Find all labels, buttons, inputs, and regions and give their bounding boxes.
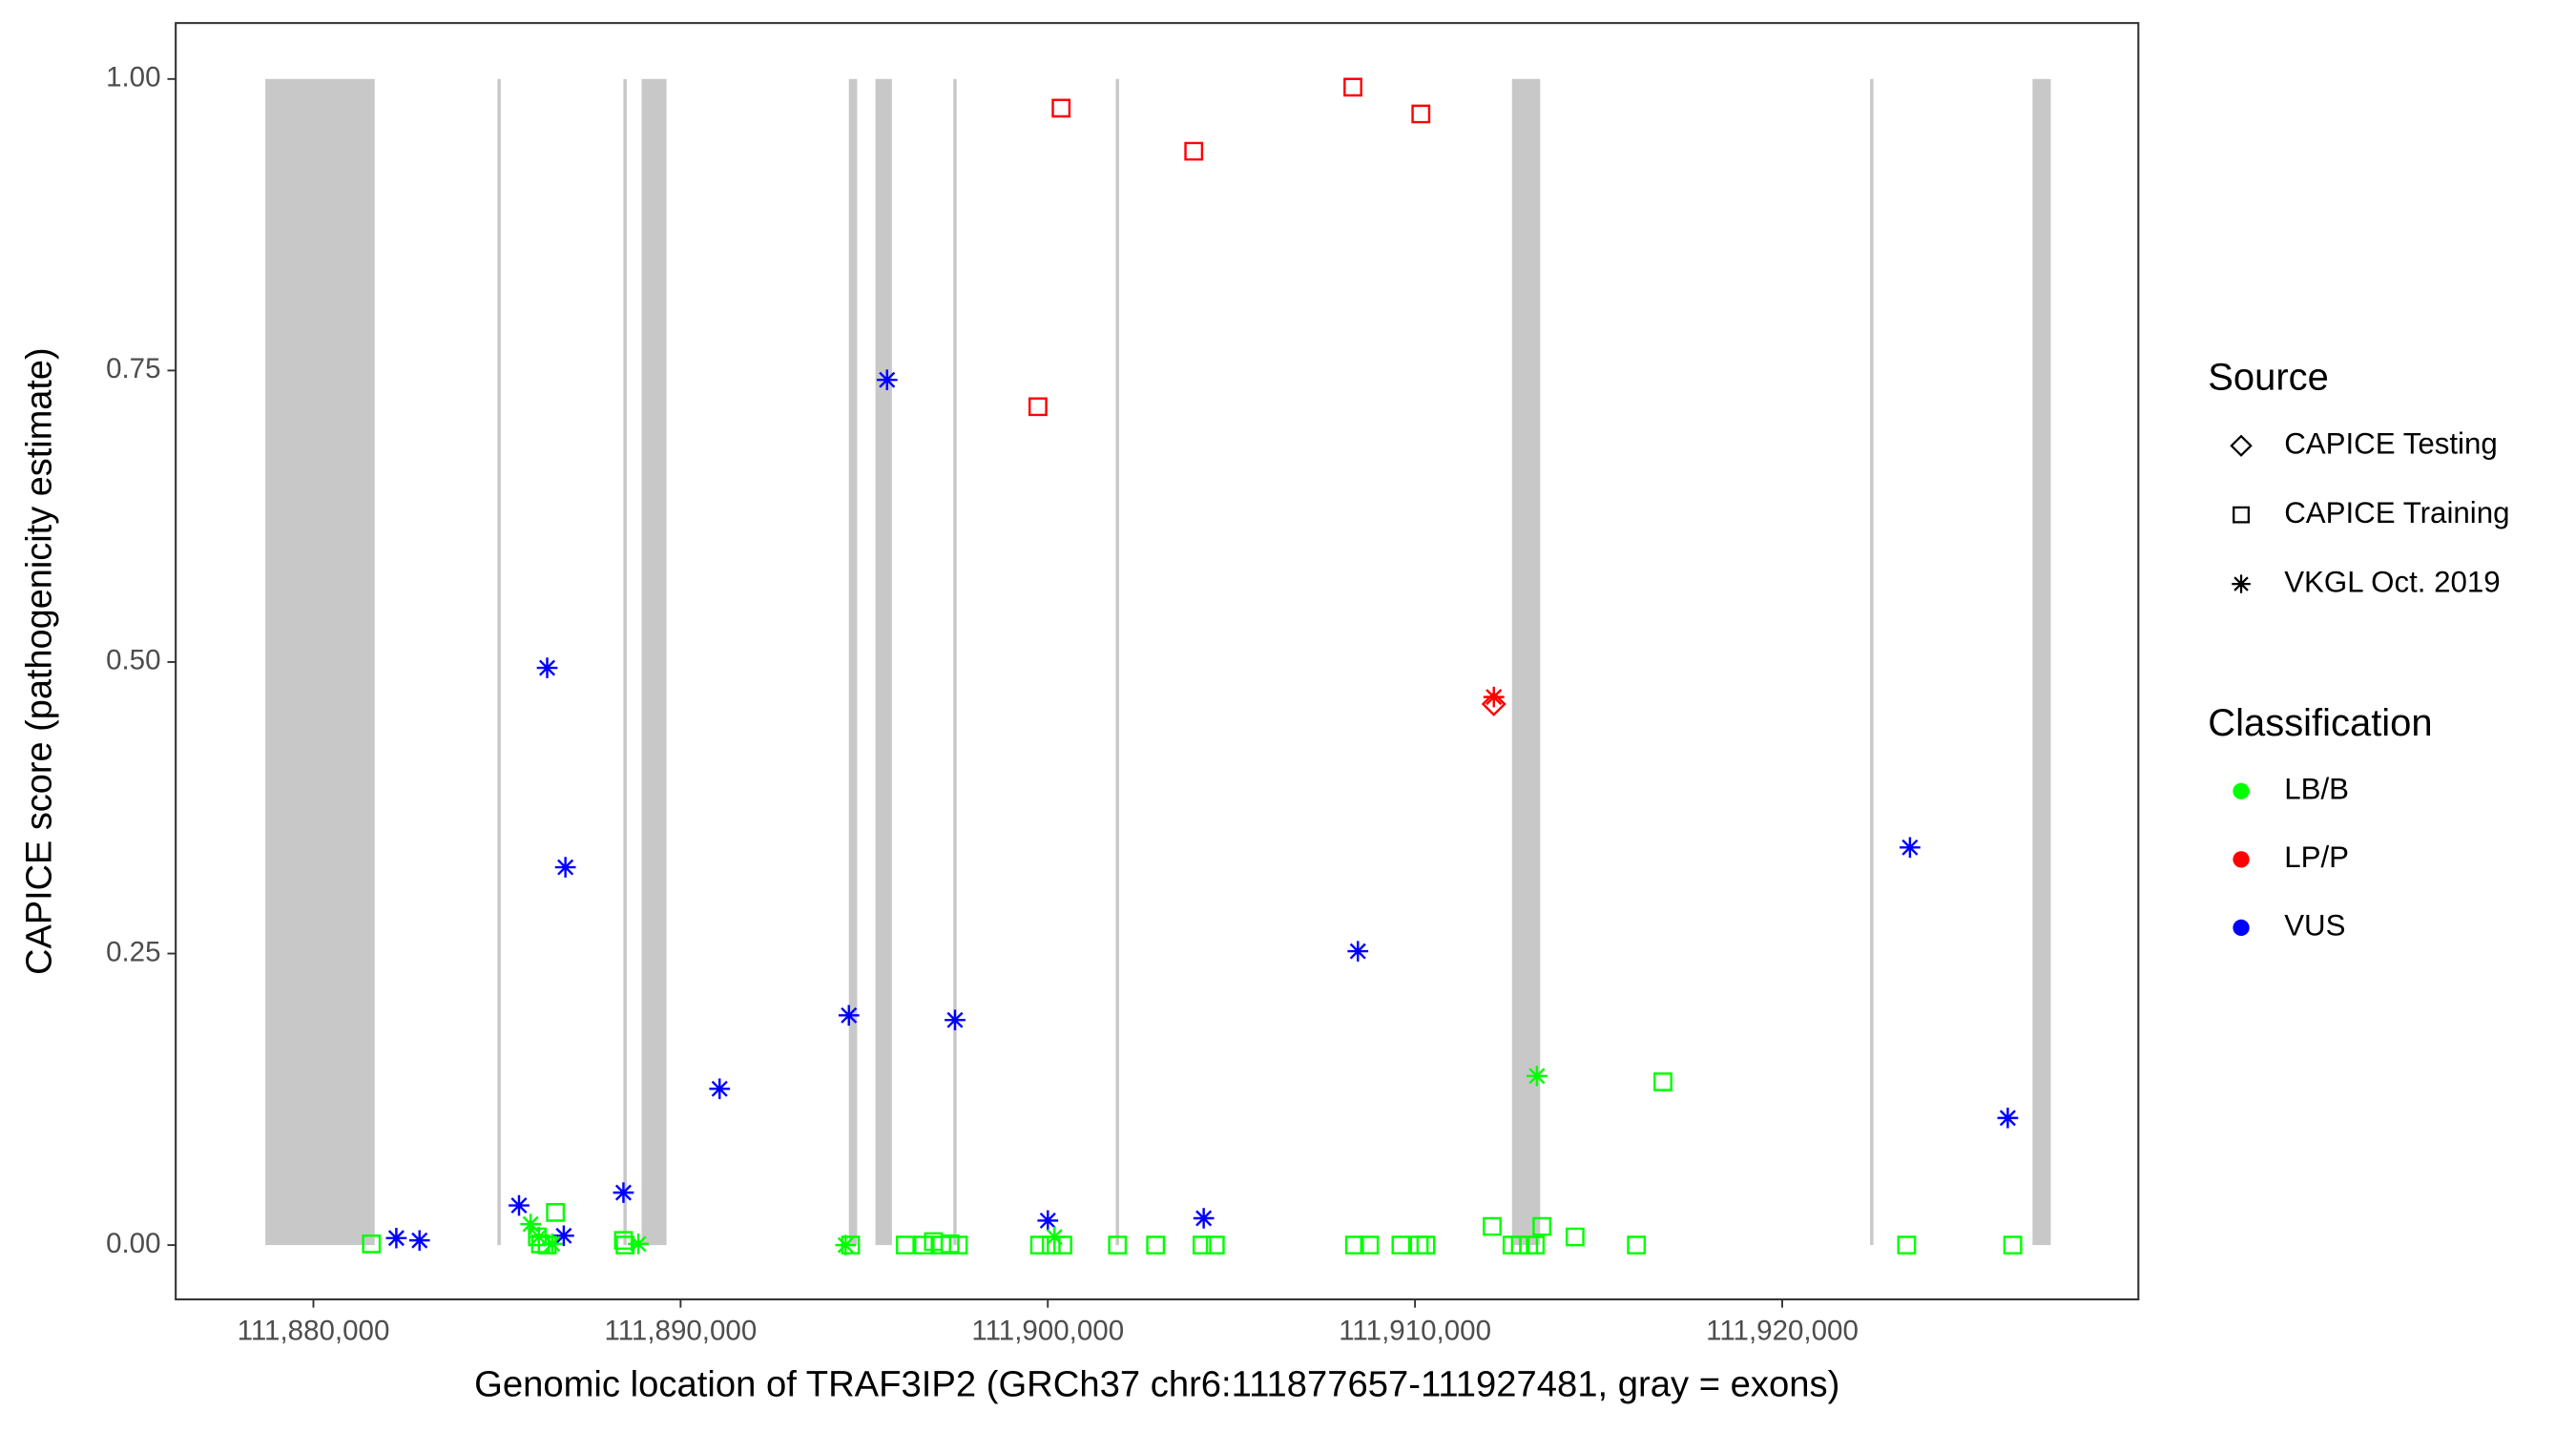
x-tick-label: 111,890,000 — [604, 1315, 757, 1346]
point — [1483, 1216, 1502, 1236]
legend-label: VUS — [2284, 909, 2345, 943]
point — [1360, 1235, 1380, 1255]
point — [613, 1231, 634, 1251]
point — [520, 1213, 542, 1234]
point — [945, 1009, 966, 1030]
point — [835, 1234, 857, 1255]
point — [1565, 1227, 1585, 1247]
y-tick-label: 0.25 — [106, 936, 160, 967]
point — [553, 1225, 574, 1247]
point — [895, 1235, 915, 1255]
panel-border — [175, 22, 2140, 1301]
exon — [1870, 78, 1874, 1246]
x-axis-title: Genomic location of TRAF3IP2 (GRCh37 chr… — [474, 1365, 1839, 1405]
legend-label: CAPICE Training — [2284, 496, 2509, 529]
legend-key — [2233, 506, 2250, 524]
point — [1483, 686, 1505, 708]
y-axis-title: CAPICE score (pathogenicity estimate) — [19, 347, 59, 974]
y-tick-label: 0.50 — [106, 645, 160, 676]
point — [876, 369, 898, 390]
point — [1343, 77, 1362, 97]
y-tick-label: 0.75 — [106, 353, 160, 384]
x-tick-label: 111,880,000 — [238, 1315, 390, 1346]
point — [1037, 1210, 1059, 1232]
exon — [1115, 78, 1119, 1246]
legend-key — [2233, 782, 2250, 799]
y-tick-label: 0.00 — [106, 1228, 160, 1259]
point — [2003, 1235, 2023, 1255]
point — [541, 1234, 563, 1255]
point — [1051, 98, 1071, 118]
point — [1409, 1235, 1429, 1255]
exon — [2032, 78, 2051, 1246]
point — [1184, 141, 1204, 161]
exon — [848, 78, 858, 1246]
point — [1900, 837, 1921, 859]
point — [1347, 941, 1369, 962]
point — [554, 857, 576, 878]
point — [709, 1078, 731, 1100]
exon — [497, 78, 501, 1246]
point — [838, 1005, 860, 1027]
point — [1205, 1235, 1225, 1255]
point — [1193, 1208, 1215, 1229]
point — [1411, 104, 1431, 124]
point — [1527, 1066, 1548, 1087]
legend-label: LP/P — [2284, 840, 2349, 874]
legend-key — [2233, 851, 2250, 868]
point — [1028, 397, 1048, 417]
x-tick-label: 111,910,000 — [1339, 1315, 1491, 1346]
exon — [875, 78, 892, 1246]
exon — [641, 78, 667, 1246]
exon — [623, 78, 627, 1246]
legend-label: CAPICE Testing — [2284, 427, 2498, 461]
point — [546, 1203, 566, 1222]
point — [1526, 1235, 1546, 1255]
y-tick-label: 1.00 — [106, 62, 160, 93]
point — [536, 657, 558, 678]
point — [940, 1234, 960, 1254]
legend-label: LB/B — [2284, 773, 2349, 806]
legend-key — [2232, 574, 2251, 593]
point — [509, 1194, 530, 1216]
point — [615, 1235, 635, 1255]
point — [1997, 1108, 2019, 1129]
point — [1532, 1216, 1552, 1236]
point — [1653, 1072, 1672, 1091]
point — [1481, 692, 1506, 716]
point — [537, 1235, 557, 1255]
legend-label: VKGL Oct. 2019 — [2284, 565, 2500, 598]
point — [1053, 1235, 1072, 1255]
point — [530, 1234, 551, 1254]
point — [1146, 1235, 1166, 1255]
point — [1416, 1235, 1436, 1255]
exon — [953, 78, 957, 1246]
exon — [265, 78, 375, 1246]
point — [628, 1234, 649, 1255]
point — [1029, 1235, 1049, 1255]
legend-key — [2233, 919, 2250, 937]
point — [362, 1234, 382, 1254]
point — [385, 1228, 407, 1249]
point — [408, 1230, 430, 1251]
point — [613, 1182, 634, 1203]
legend-key — [2230, 434, 2253, 457]
point — [1897, 1235, 1917, 1255]
point — [948, 1235, 968, 1255]
point — [528, 1227, 548, 1247]
point — [841, 1235, 861, 1255]
legend-title: Source — [2208, 357, 2329, 399]
point — [1108, 1235, 1128, 1255]
x-tick-label: 111,920,000 — [1706, 1315, 1859, 1346]
legend-title: Classification — [2208, 702, 2432, 744]
x-tick-label: 111,900,000 — [971, 1315, 1124, 1346]
exon — [1511, 78, 1541, 1246]
point — [1391, 1235, 1411, 1255]
point — [1627, 1235, 1647, 1255]
